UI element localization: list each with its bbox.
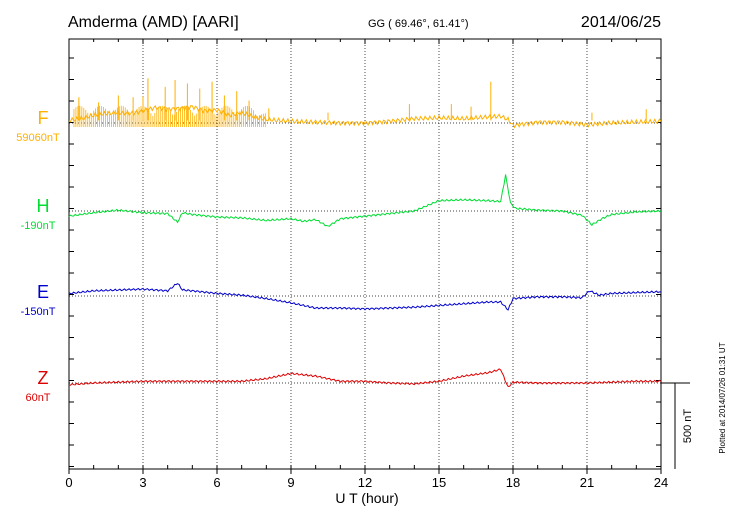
baseline-label-h: -190nT [21,220,56,232]
x-axis-title: U T (hour) [335,490,398,506]
channel-label-f: F [38,108,49,128]
series-line-z [68,368,662,387]
station-title: Amderma (AMD) [AARI] [68,14,239,31]
baseline-label-z: 60nT [25,392,50,404]
x-tick-label: 24 [654,475,668,490]
plotted-at-note: Plotted at 2014/07/26 01:31 UT [718,342,727,453]
x-tick-label: 18 [506,475,520,490]
station-coords: GG ( 69.46°, 61.41°) [368,18,469,30]
x-tick-label: 9 [287,475,294,490]
baseline-label-f: 59060nT [16,132,60,144]
x-tick-label: 12 [358,475,372,490]
x-tick-label: 3 [139,475,146,490]
channel-label-e: E [37,282,49,302]
scale-bar-label: 500 nT [682,409,694,444]
baseline-label-e: -150nT [21,306,56,318]
x-tick-label: 6 [213,475,220,490]
series-line-e [68,283,662,311]
channel-label-h: H [37,196,50,216]
channel-label-z: Z [38,368,49,388]
x-tick-label: 15 [432,475,446,490]
plot-date: 2014/06/25 [581,14,661,31]
series-line-h [68,174,662,227]
plot-frame [68,38,662,470]
x-tick-label: 0 [65,475,72,490]
x-tick-label: 21 [580,475,594,490]
series-line-f [68,104,662,129]
